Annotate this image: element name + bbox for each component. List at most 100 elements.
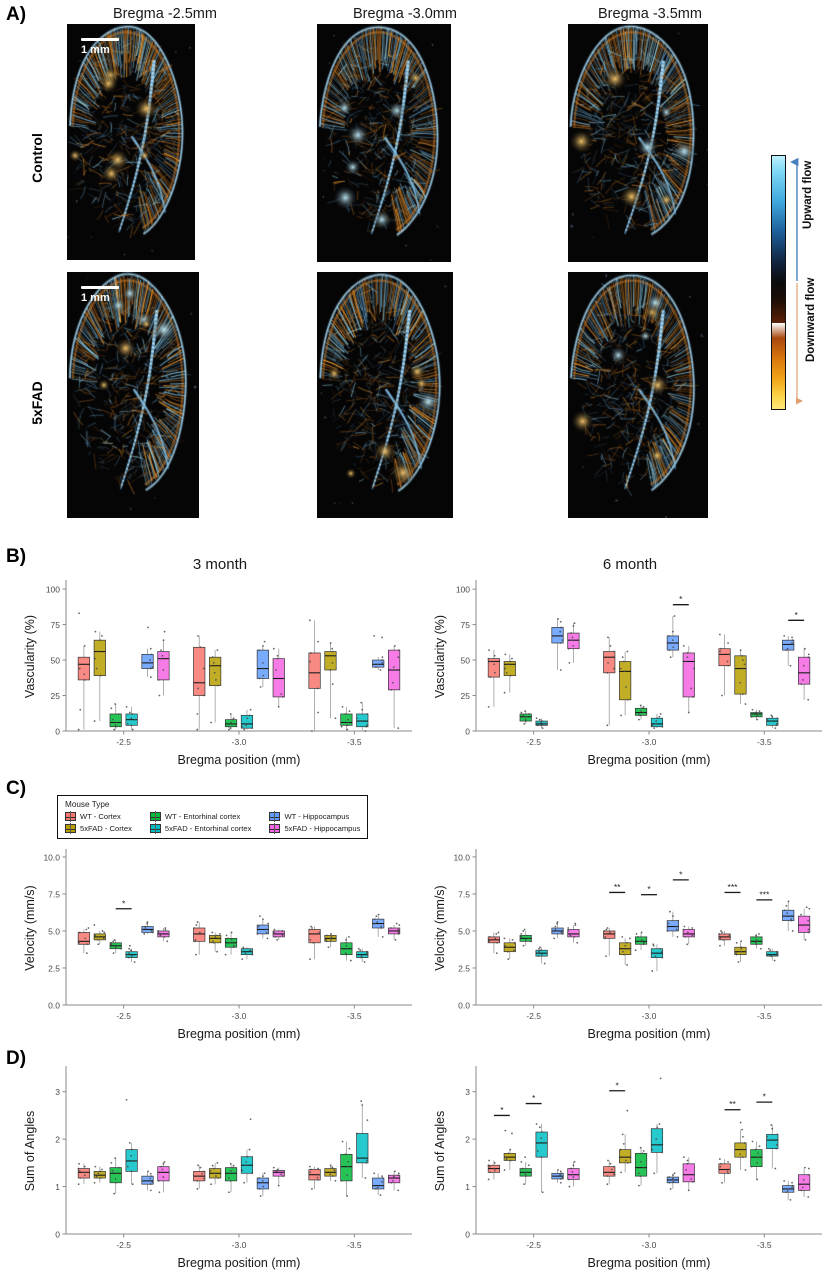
- legend-item-wt-hippocampus[interactable]: WT - Hippocampus: [269, 811, 360, 822]
- box-plot-wt-entorhinal-cortex: [340, 705, 353, 731]
- chart-velocity-3month: 0.0 2.5 5.0 7.5 10.0 Velocity (mm/s) -2.5 -3.0 -…: [20, 845, 420, 1045]
- y-axis-label: Vascularity (%): [433, 615, 447, 698]
- colorbar-gradient: [771, 155, 786, 410]
- y-axis-tick-label: 0: [55, 727, 60, 737]
- scale-bar: [81, 38, 119, 41]
- y-axis-tick-label: 2.5: [48, 963, 60, 973]
- significance-stars: *: [647, 884, 651, 894]
- y-axis-tick-label: 1: [465, 1182, 470, 1192]
- legend-item-5xfad-hippocampus[interactable]: 5xFAD - Hippocampus: [269, 823, 360, 834]
- brain-image-control-bregma-30: [317, 24, 451, 262]
- box-plot-5xfad-cortex: [619, 1109, 632, 1174]
- x-axis-tick-label: -3.5: [347, 1011, 362, 1021]
- box-plot-wt-entorhinal-cortex: [340, 1140, 353, 1197]
- downward-flow-arrow-icon: [795, 283, 803, 405]
- box-plot-5xfad-hippocampus: [388, 1170, 401, 1192]
- x-axis-tick-label: -3.0: [232, 1011, 247, 1021]
- scale-bar-label: 1 mm: [81, 44, 110, 56]
- box-plot-5xfad-cortex: [93, 630, 106, 722]
- box-plot-5xfad-entorhinal-cortex: [535, 946, 548, 965]
- x-axis-tick-label: -2.5: [526, 1240, 541, 1250]
- box-plot-wt-entorhinal-cortex: [750, 933, 763, 950]
- legend-item-wt-entorhinal[interactable]: WT - Entorhinal cortex: [149, 811, 252, 822]
- y-axis-tick-label: 1: [55, 1182, 60, 1192]
- box-plot-5xfad-hippocampus: [157, 927, 170, 943]
- legend-item-wt-cortex[interactable]: WT - Cortex: [65, 811, 132, 822]
- box-plot-5xfad-entorhinal-cortex: [125, 705, 138, 731]
- x-axis-tick-label: -2.5: [116, 1240, 131, 1250]
- significance-bar: *: [788, 610, 805, 621]
- y-axis-tick-label: 50: [51, 656, 61, 666]
- legend-label: 5xFAD - Entorhinal cortex: [164, 824, 252, 833]
- y-axis-tick-label: 7.5: [458, 889, 470, 899]
- x-axis-label: Bregma position (mm): [588, 1027, 711, 1041]
- scale-bar: [81, 286, 119, 289]
- box-plot-wt-entorhinal-cortex: [340, 935, 353, 962]
- box-plot-5xfad-cortex: [734, 649, 747, 705]
- box-plot-wt-cortex: [193, 635, 206, 731]
- significance-bar: **: [609, 882, 626, 894]
- box-plot-5xfad-entorhinal-cortex: [766, 947, 779, 962]
- x-axis-tick-label: -2.5: [526, 737, 541, 747]
- significance-bar: *: [672, 594, 689, 606]
- box-plot-5xfad-entorhinal-cortex: [125, 944, 138, 963]
- box-plot-wt-hippocampus: [782, 635, 795, 667]
- box-plot-wt-cortex: [718, 633, 731, 697]
- box-plot-wt-cortex: [487, 1159, 500, 1181]
- box-plot-5xfad-cortex: [93, 1165, 106, 1184]
- legend-label: WT - Entorhinal cortex: [164, 812, 241, 821]
- box-plot-5xfad-cortex: [324, 933, 337, 949]
- box-plot-5xfad-hippocampus: [567, 1161, 580, 1188]
- significance-stars: *: [500, 1105, 504, 1115]
- box-plot-wt-hippocampus: [782, 1179, 795, 1201]
- x-axis-tick-label: -3.5: [757, 737, 772, 747]
- box-plot-5xfad-hippocampus: [798, 906, 811, 941]
- box-plot-5xfad-entorhinal-cortex: [240, 1118, 254, 1184]
- chart-title: 3 month: [192, 556, 248, 573]
- column-title-bregma-35: Bregma -3.5mm: [598, 6, 702, 22]
- y-axis-tick-label: 10.0: [453, 852, 470, 862]
- significance-bar: *: [115, 898, 132, 910]
- box-plot-5xfad-cortex: [324, 1164, 337, 1182]
- x-axis-tick-label: -3.0: [642, 737, 657, 747]
- significance-stars: *: [616, 1080, 620, 1090]
- y-axis-tick-label: 50: [461, 656, 471, 666]
- significance-stars: *: [763, 1092, 767, 1102]
- box-plot-wt-cortex: [603, 636, 616, 727]
- box-plot-5xfad-entorhinal-cortex: [356, 947, 369, 963]
- box-plot-5xfad-entorhinal-cortex: [650, 713, 664, 730]
- significance-stars: *: [679, 594, 683, 604]
- significance-bar: *: [641, 884, 657, 896]
- panel-d-label: D): [6, 1048, 27, 1069]
- y-axis-tick-label: 75: [461, 620, 471, 630]
- y-axis-tick-label: 0.0: [458, 1001, 470, 1011]
- brain-image-5xfad-bregma-35: [568, 272, 708, 518]
- significance-stars: *: [532, 1093, 536, 1103]
- chart-sumofangles-6month: 0 1 2 3 Sum of Angles -2.5 -3.0 -3.5 Bregma posi…: [430, 1062, 830, 1274]
- box-plot-wt-entorhinal-cortex: [109, 938, 122, 955]
- box-plot-5xfad-hippocampus: [388, 644, 401, 730]
- box-plot-wt-cortex: [487, 931, 500, 955]
- box-plot-5xfad-entorhinal-cortex: [125, 1098, 138, 1186]
- legend-swatch-icon: [149, 811, 161, 822]
- box-plot-5xfad-entorhinal-cortex: [356, 701, 369, 732]
- x-axis-label: Bregma position (mm): [588, 1256, 711, 1270]
- chart-title: 6 month: [602, 556, 658, 573]
- box-plot-5xfad-entorhinal-cortex: [766, 714, 779, 730]
- box-plot-5xfad-hippocampus: [272, 928, 285, 941]
- box-plot-5xfad-hippocampus: [272, 1166, 285, 1187]
- significance-bar: *: [493, 1105, 510, 1117]
- box-plot-5xfad-hippocampus: [798, 1166, 811, 1198]
- y-axis-tick-label: 3: [55, 1087, 60, 1097]
- box-plot-5xfad-cortex: [503, 1129, 516, 1171]
- box-plot-wt-cortex: [77, 927, 90, 955]
- panel-c-label: C): [6, 778, 27, 799]
- x-axis-tick-label: -3.5: [757, 1011, 772, 1021]
- legend-item-5xfad-cortex[interactable]: 5xFAD - Cortex: [65, 823, 132, 834]
- legend-swatch-icon: [65, 823, 76, 834]
- legend-item-5xfad-entorhinal[interactable]: 5xFAD - Entorhinal cortex: [149, 823, 252, 834]
- y-axis-tick-label: 3: [465, 1087, 470, 1097]
- box-plot-5xfad-hippocampus: [682, 644, 695, 714]
- y-axis-tick-label: 75: [51, 620, 61, 630]
- legend-title: Mouse Type: [65, 800, 110, 809]
